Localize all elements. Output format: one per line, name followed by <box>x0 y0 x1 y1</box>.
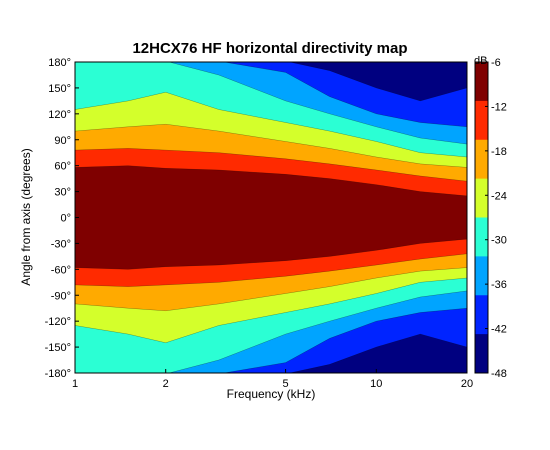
y-axis-label: Angle from axis (degrees) <box>19 148 33 285</box>
y-tick-label: -120° <box>45 316 71 328</box>
x-tick-label: 1 <box>72 378 78 390</box>
chart-title: 12HCX76 HF horizontal directivity map <box>132 40 407 57</box>
colorbar-tick-label: -18 <box>491 146 507 158</box>
x-tick-label: 10 <box>370 378 382 390</box>
y-tick-label: 180° <box>48 57 71 69</box>
colorbar-unit-label: dB <box>474 55 487 67</box>
colorbar-tick-label: -6 <box>491 57 501 69</box>
y-tick-label: 60° <box>54 161 71 173</box>
colorbar-band <box>475 62 488 102</box>
colorbar-band <box>475 295 488 335</box>
y-tick-label: -30° <box>51 238 71 250</box>
y-axis: 180° 150° 120° 90° 60° 30° 0° -30° -60° -90° -120°… <box>45 57 79 380</box>
colorbar-tick-label: -12 <box>491 101 507 113</box>
colorbar-band <box>475 334 488 374</box>
y-tick-label: -180° <box>45 368 71 380</box>
colorbar-tick-label: -48 <box>491 368 507 380</box>
y-tick-label: -150° <box>45 342 71 354</box>
y-tick-label: 150° <box>48 83 71 95</box>
x-axis: 1 2 5 10 20 <box>72 369 473 390</box>
y-tick-label: -60° <box>51 264 71 276</box>
y-tick-label: 120° <box>48 109 71 121</box>
y-tick-label: -90° <box>51 290 71 302</box>
x-tick-label: 20 <box>461 378 473 390</box>
colorbar-tick-label: -42 <box>491 324 507 336</box>
x-tick-label: 2 <box>163 378 169 390</box>
heatmap-area <box>75 62 467 373</box>
colorbar-tick-label: -30 <box>491 235 507 247</box>
x-tick-label: 5 <box>283 378 289 390</box>
y-tick-label: 0° <box>60 213 71 225</box>
x-axis-label: Frequency (kHz) <box>227 387 316 401</box>
colorbar-band <box>475 139 488 180</box>
colorbar-band <box>475 256 488 296</box>
colorbar-band <box>475 178 488 218</box>
y-tick-label: 90° <box>54 135 71 147</box>
colorbar-tick-label: -36 <box>491 279 507 291</box>
y-tick-label: 30° <box>54 187 71 199</box>
colorbar: -6 -12 -18 -24 -30 -36 -42 -48 dB <box>474 55 507 380</box>
heatmap-band-level--6dB <box>75 165 467 270</box>
colorbar-band <box>475 217 488 257</box>
colorbar-tick-label: -24 <box>491 190 507 202</box>
colorbar-band <box>475 100 488 141</box>
colorbar-frame <box>474 61 489 374</box>
